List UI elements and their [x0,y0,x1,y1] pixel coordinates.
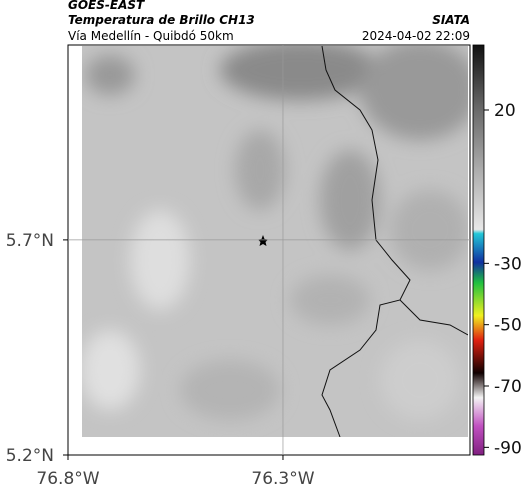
subtitle: Temperatura de Brillo CH13 [68,13,255,27]
colorbar-tick-label: -50 [494,316,522,336]
colorbar-tick-label: -90 [494,438,522,458]
colorbar-tick-label: -30 [494,254,522,274]
map-frame [67,44,471,456]
region: Vía Medellín - Quibdó 50km [68,29,234,43]
location-marker [258,235,268,246]
colorbar [472,44,485,456]
colorbar-tick-label: 20 [494,101,516,121]
title: GOES-EAST [68,0,145,12]
y-tick-label: 5.7°N [6,231,54,251]
satellite-image [82,46,468,437]
x-tick-label: 76.3°W [251,469,314,489]
y-tick-label: 5.2°N [6,446,54,466]
colorbar-tick-label: -70 [494,377,522,397]
x-tick-label: 76.8°W [36,469,99,489]
source: SIATA [432,13,470,27]
timestamp: 2024-04-02 22:09 [362,29,470,43]
